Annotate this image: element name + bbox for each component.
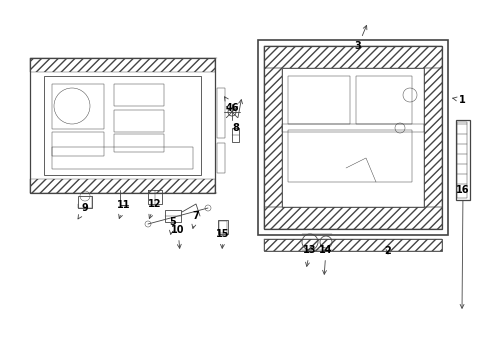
Text: 13: 13 [303,245,316,266]
Bar [355,76,411,124]
Bar [78,196,92,208]
Text: 3: 3 [354,26,366,51]
Bar [30,179,215,193]
Bar [231,128,239,142]
Bar [264,46,441,68]
Bar [44,76,201,175]
Bar [264,207,441,229]
Bar [219,221,226,233]
Bar [30,58,215,193]
Text: 5: 5 [169,217,176,234]
Bar [264,68,282,207]
Bar [218,220,227,234]
Bar [217,88,224,138]
Bar [217,143,224,173]
Bar [114,134,163,152]
Bar [258,40,447,235]
Text: 7: 7 [192,211,199,228]
Bar [52,132,104,156]
Bar [423,68,441,207]
Text: 9: 9 [78,203,88,219]
Bar [282,68,423,207]
Text: 14: 14 [319,245,332,274]
Text: 15: 15 [216,229,229,248]
Text: 11: 11 [117,200,130,219]
Bar [456,122,466,198]
Bar [455,120,469,200]
Text: 12: 12 [148,199,162,219]
Bar [287,130,411,182]
Bar [164,210,181,222]
Text: 46: 46 [224,97,238,113]
Bar [30,58,215,72]
Text: 16: 16 [455,185,469,308]
Bar [52,84,104,129]
Bar [264,46,441,229]
Bar [282,124,423,132]
Bar [264,239,441,251]
Bar [264,239,441,251]
Bar [114,84,163,106]
Text: 8: 8 [232,100,242,133]
Bar [114,110,163,132]
Text: 10: 10 [171,225,184,248]
Text: 2: 2 [384,246,390,256]
Bar [287,76,349,124]
Text: 1: 1 [452,95,465,105]
Bar [52,147,193,169]
